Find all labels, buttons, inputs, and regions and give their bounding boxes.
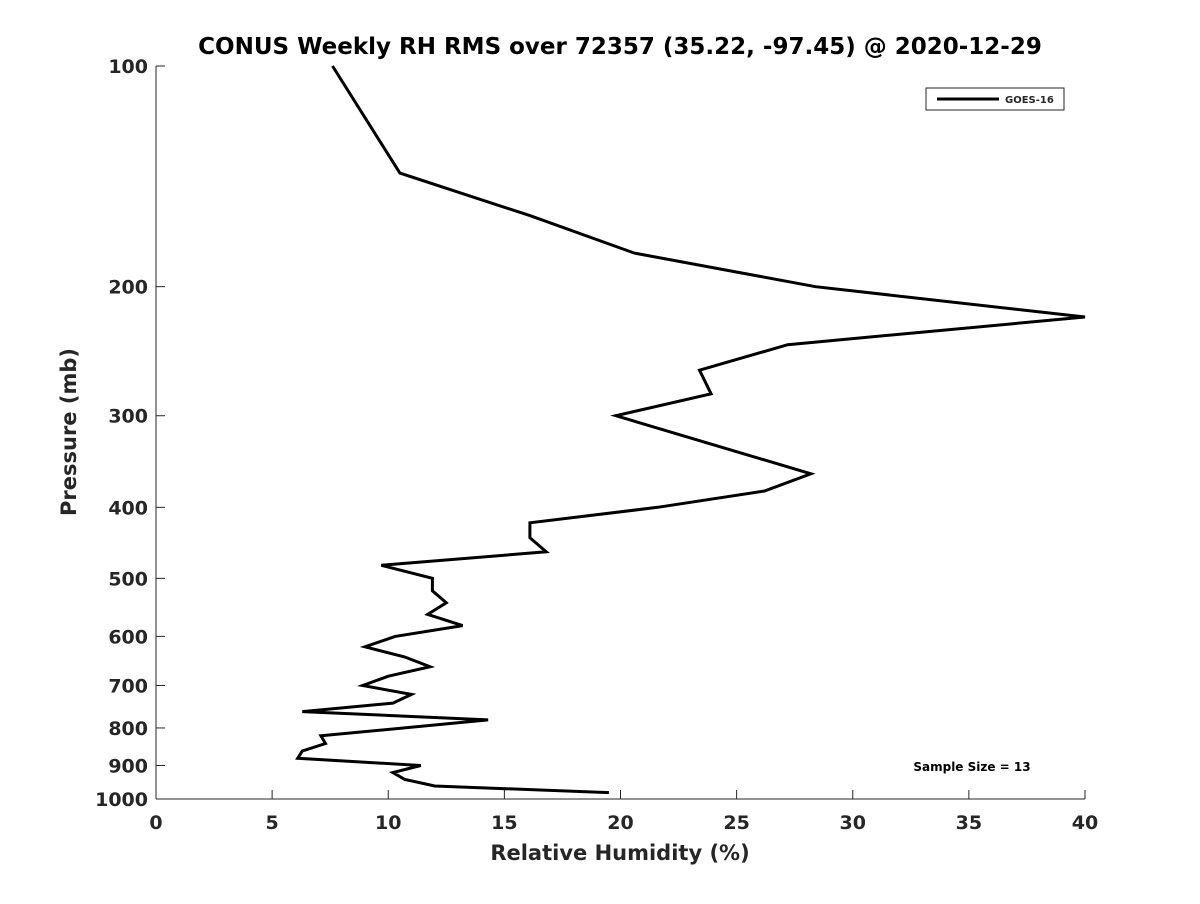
y-tick-label: 600 bbox=[108, 626, 148, 648]
x-tick-label: 20 bbox=[607, 812, 633, 834]
chart-title: CONUS Weekly RH RMS over 72357 (35.22, -… bbox=[198, 34, 1042, 60]
y-tick-label: 200 bbox=[108, 277, 148, 299]
y-axis-label: Pressure (mb) bbox=[57, 348, 81, 516]
x-tick-label: 0 bbox=[149, 812, 162, 834]
x-tick-label: 35 bbox=[956, 812, 982, 834]
y-tick-label: 800 bbox=[108, 718, 148, 740]
y-tick-label: 400 bbox=[108, 497, 148, 519]
y-tick-label: 300 bbox=[108, 406, 148, 428]
series-line-goes-16 bbox=[295, 65, 1086, 795]
x-tick-label: 15 bbox=[491, 812, 517, 834]
legend: GOES-16 bbox=[925, 87, 1065, 111]
x-axis-label: Relative Humidity (%) bbox=[490, 841, 749, 865]
y-tick-label: 1000 bbox=[95, 789, 148, 811]
x-tick-label: 10 bbox=[375, 812, 401, 834]
x-tick-label: 40 bbox=[1072, 812, 1098, 834]
y-tick-label: 500 bbox=[108, 568, 148, 590]
y-tick-label: 900 bbox=[108, 755, 148, 777]
x-tick-label: 5 bbox=[266, 812, 279, 834]
y-tick-label: 100 bbox=[108, 56, 148, 78]
x-tick-label: 30 bbox=[840, 812, 866, 834]
legend-label-goes-16: GOES-16 bbox=[1005, 95, 1054, 106]
sample-size-annotation: Sample Size = 13 bbox=[913, 760, 1030, 774]
y-tick-label: 700 bbox=[108, 675, 148, 697]
x-tick-label: 25 bbox=[723, 812, 749, 834]
